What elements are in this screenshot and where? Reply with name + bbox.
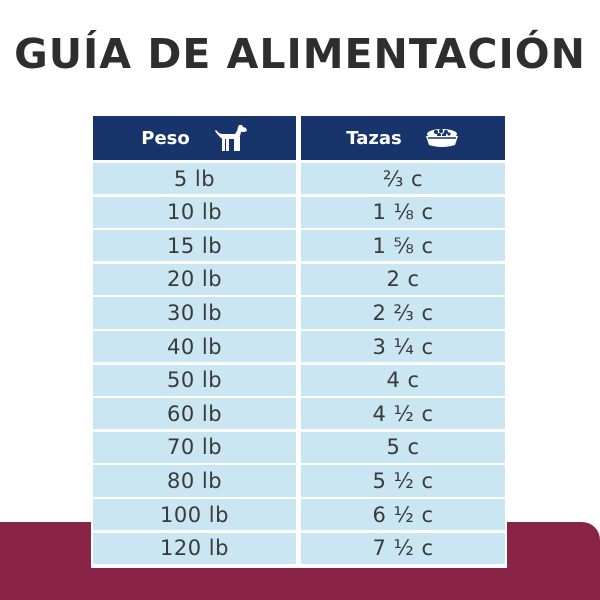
table-row: 15 lb 1 ⅝ c — [93, 230, 505, 262]
cell-tazas: 1 ⅛ c — [301, 196, 505, 228]
table-row: 30 lb 2 ⅔ c — [93, 297, 505, 329]
table-row: 50 lb 4 c — [93, 364, 505, 396]
cell-tazas: 6 ½ c — [301, 498, 505, 531]
cell-peso: 50 lb — [93, 364, 296, 396]
table-row: 5 lb ⅔ c — [93, 163, 505, 195]
header-peso-label: Peso — [141, 127, 190, 149]
cell-peso: 15 lb — [93, 230, 296, 262]
cell-tazas: 1 ⅝ c — [301, 230, 505, 262]
cell-tazas: 7 ½ c — [301, 532, 505, 564]
table-row: 70 lb 5 c — [93, 431, 505, 464]
feeding-table: Peso Tazas — [91, 116, 507, 568]
cell-peso: 40 lb — [93, 330, 296, 363]
cell-tazas: 5 ½ c — [301, 465, 505, 497]
cell-peso: 100 lb — [93, 498, 296, 531]
header-tazas: Tazas — [301, 116, 505, 160]
food-bowl-icon — [424, 125, 460, 151]
table-row: 60 lb 4 ½ c — [93, 398, 505, 430]
cell-peso: 20 lb — [93, 263, 296, 296]
table-row: 100 lb 6 ½ c — [93, 498, 505, 531]
table-row: 40 lb 3 ¼ c — [93, 330, 505, 363]
cell-peso: 5 lb — [93, 163, 296, 195]
cell-tazas: 2 c — [301, 263, 505, 296]
cell-peso: 60 lb — [93, 398, 296, 430]
cell-peso: 80 lb — [93, 465, 296, 497]
cell-tazas: 3 ¼ c — [301, 330, 505, 363]
table-row: 20 lb 2 c — [93, 263, 505, 296]
table-row: 10 lb 1 ⅛ c — [93, 196, 505, 228]
page-title: GUÍA DE ALIMENTACIÓN — [14, 30, 586, 78]
table-body: 5 lb ⅔ c 10 lb 1 ⅛ c 15 lb 1 ⅝ c 20 lb 2… — [93, 163, 505, 566]
cell-peso: 70 lb — [93, 431, 296, 464]
cell-tazas: 5 c — [301, 431, 505, 464]
dog-icon — [212, 123, 248, 153]
table-row: 120 lb 7 ½ c — [93, 532, 505, 564]
header-tazas-label: Tazas — [346, 127, 402, 149]
cell-tazas: 4 ½ c — [301, 398, 505, 430]
header-peso: Peso — [93, 116, 296, 160]
table-row: 80 lb 5 ½ c — [93, 465, 505, 497]
cell-tazas: 4 c — [301, 364, 505, 396]
cell-tazas: ⅔ c — [301, 163, 505, 195]
cell-peso: 120 lb — [93, 532, 296, 564]
cell-peso: 30 lb — [93, 297, 296, 329]
cell-peso: 10 lb — [93, 196, 296, 228]
cell-tazas: 2 ⅔ c — [301, 297, 505, 329]
